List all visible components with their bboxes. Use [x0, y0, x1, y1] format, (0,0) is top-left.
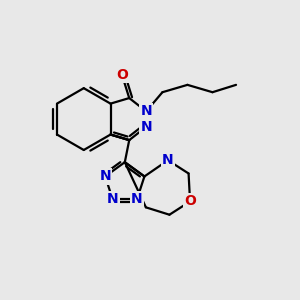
Text: O: O — [116, 68, 128, 82]
Text: N: N — [99, 169, 111, 183]
Text: N: N — [107, 193, 118, 206]
Text: O: O — [184, 194, 196, 208]
Text: N: N — [131, 193, 143, 206]
Text: N: N — [162, 153, 174, 167]
Text: N: N — [140, 104, 152, 118]
Text: N: N — [140, 120, 152, 134]
